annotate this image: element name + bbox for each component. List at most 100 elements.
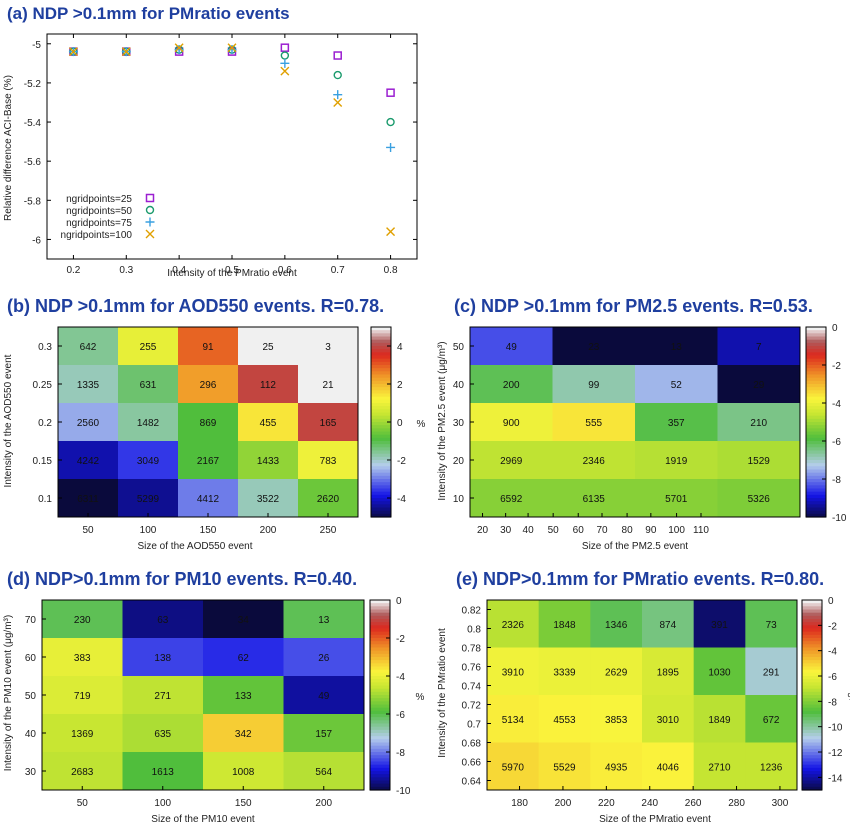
colorbar-segment <box>802 657 822 661</box>
cell-value-label: 4242 <box>77 456 100 467</box>
colorbar-segment <box>806 422 826 426</box>
panel-c-colorbar: 0-2-4-6-8-10% <box>805 323 847 524</box>
cell-value-label: 719 <box>74 691 91 702</box>
panel-e-heatmap: 2326 1848 1346 874 391 73 3910 3339 2629 1895 1030… <box>486 599 798 791</box>
colorbar-segment <box>802 653 822 658</box>
x-tick-label: 80 <box>622 525 634 536</box>
colorbar-segment <box>371 425 391 429</box>
colorbar-segment <box>371 365 391 369</box>
cell-value-label: 25 <box>262 342 274 353</box>
colorbar-segment <box>370 701 390 706</box>
y-tick-label: -5 <box>32 40 41 51</box>
x-tick-label: 0.4 <box>172 265 186 276</box>
cell-value-label: 2683 <box>71 767 94 778</box>
colorbar-segment <box>806 513 826 518</box>
colorbar-segment <box>802 752 822 756</box>
colorbar-tick-label: -8 <box>832 475 841 486</box>
cell-value-label: 1335 <box>77 380 100 391</box>
colorbar-tick-label: -6 <box>396 710 405 721</box>
colorbar-tick-label: 4 <box>397 342 403 353</box>
colorbar-segment <box>371 358 391 363</box>
panel-a-x-ticks: 0.2 0.3 0.4 0.5 0.6 0.7 0.8 <box>66 34 398 276</box>
colorbar-segment <box>806 371 826 376</box>
colorbar-segment <box>802 742 822 747</box>
colorbar-segment <box>370 669 390 674</box>
colorbar-segment <box>370 752 390 756</box>
colorbar-segment <box>370 653 390 658</box>
colorbar-tick-label: 0 <box>832 323 838 334</box>
colorbar-segment <box>371 450 391 455</box>
cell-value-label: 6311 <box>77 494 99 505</box>
cell-value-label: 642 <box>80 342 97 353</box>
x-tick-label: 0.7 <box>331 265 345 276</box>
heatmap-cell <box>122 752 204 791</box>
cell-value-label: 3049 <box>137 456 160 467</box>
panel-a-legend: ngridpoints=25ngridpoints=50ngridpoints=… <box>61 193 155 241</box>
x-tick-label: 150 <box>200 525 217 536</box>
heatmap-cell <box>470 365 553 404</box>
x-tick-label: 50 <box>77 798 89 809</box>
colorbar-segment <box>802 720 822 725</box>
y-tick-label: 30 <box>453 418 465 429</box>
x-tick-label: 20 <box>477 525 489 536</box>
colorbar-unit-label: % <box>848 692 850 703</box>
heatmap-cell <box>58 327 119 366</box>
colorbar-segment <box>371 482 391 486</box>
y-tick-label: 0.15 <box>33 456 53 467</box>
panel-e-x-ticks: 180 200 220 240 260 280 300 <box>511 786 789 809</box>
y-tick-label: 0.2 <box>38 418 52 429</box>
cell-value-label: 34 <box>238 615 250 626</box>
cell-value-label: 1529 <box>748 456 771 467</box>
colorbar-segment <box>371 380 391 385</box>
colorbar-segment <box>806 491 826 496</box>
colorbar-segment <box>370 723 390 728</box>
colorbar-segment <box>371 447 391 452</box>
heatmap-cell <box>487 695 540 743</box>
heatmap-cell <box>717 479 801 518</box>
colorbar-segment <box>806 475 826 480</box>
colorbar-segment <box>802 688 822 693</box>
colorbar-segment <box>802 723 822 728</box>
data-point <box>121 47 131 57</box>
cell-value-label: 4412 <box>197 494 220 505</box>
colorbar-segment <box>802 783 822 788</box>
colorbar-segment <box>806 488 826 493</box>
cell-value-label: 631 <box>140 380 157 391</box>
colorbar-segment <box>802 695 822 699</box>
colorbar-segment <box>802 663 822 668</box>
colorbar-segment <box>371 352 391 357</box>
colorbar-segment <box>802 682 822 687</box>
colorbar-segment <box>370 717 390 721</box>
panel-d-title: (d) NDP>0.1mm for PM10 events. R=0.40. <box>7 569 357 589</box>
colorbar-segment <box>806 479 826 483</box>
colorbar-segment <box>806 403 826 407</box>
cell-value-label: 2326 <box>502 620 525 631</box>
x-tick-label: 240 <box>641 798 658 809</box>
colorbar-tick-label: -14 <box>828 773 843 784</box>
colorbar-segment <box>806 434 826 439</box>
heatmap-cell <box>552 327 636 366</box>
panel-b-colorbar: 4 2 0 -2 -4% <box>370 326 426 518</box>
heatmap-cell <box>122 638 204 677</box>
heatmap-cell <box>470 327 553 366</box>
y-tick-label: 0.76 <box>462 663 482 674</box>
heatmap-cell <box>538 742 591 791</box>
cell-value-label: 4553 <box>553 715 576 726</box>
colorbar-segment <box>370 739 390 744</box>
colorbar-segment <box>370 657 390 661</box>
x-tick-label: 0.5 <box>225 265 239 276</box>
panel-d-x-label: Size of the PM10 event <box>151 814 255 824</box>
y-tick-label: 0.25 <box>33 380 53 391</box>
heatmap-cell <box>538 695 591 743</box>
colorbar-segment <box>802 691 822 696</box>
cell-value-label: 200 <box>503 380 520 391</box>
heatmap-cell <box>590 695 643 743</box>
colorbar-segment <box>370 755 390 759</box>
panel-c: (c) NDP >0.1mm for PM2.5 events. R=0.53.… <box>437 296 847 552</box>
heatmap-cell <box>470 479 553 518</box>
cell-value-label: 672 <box>763 715 780 726</box>
cell-value-label: 635 <box>154 729 171 740</box>
colorbar-segment <box>370 742 390 747</box>
cell-value-label: 23 <box>588 342 600 353</box>
heatmap-cell <box>203 752 284 791</box>
